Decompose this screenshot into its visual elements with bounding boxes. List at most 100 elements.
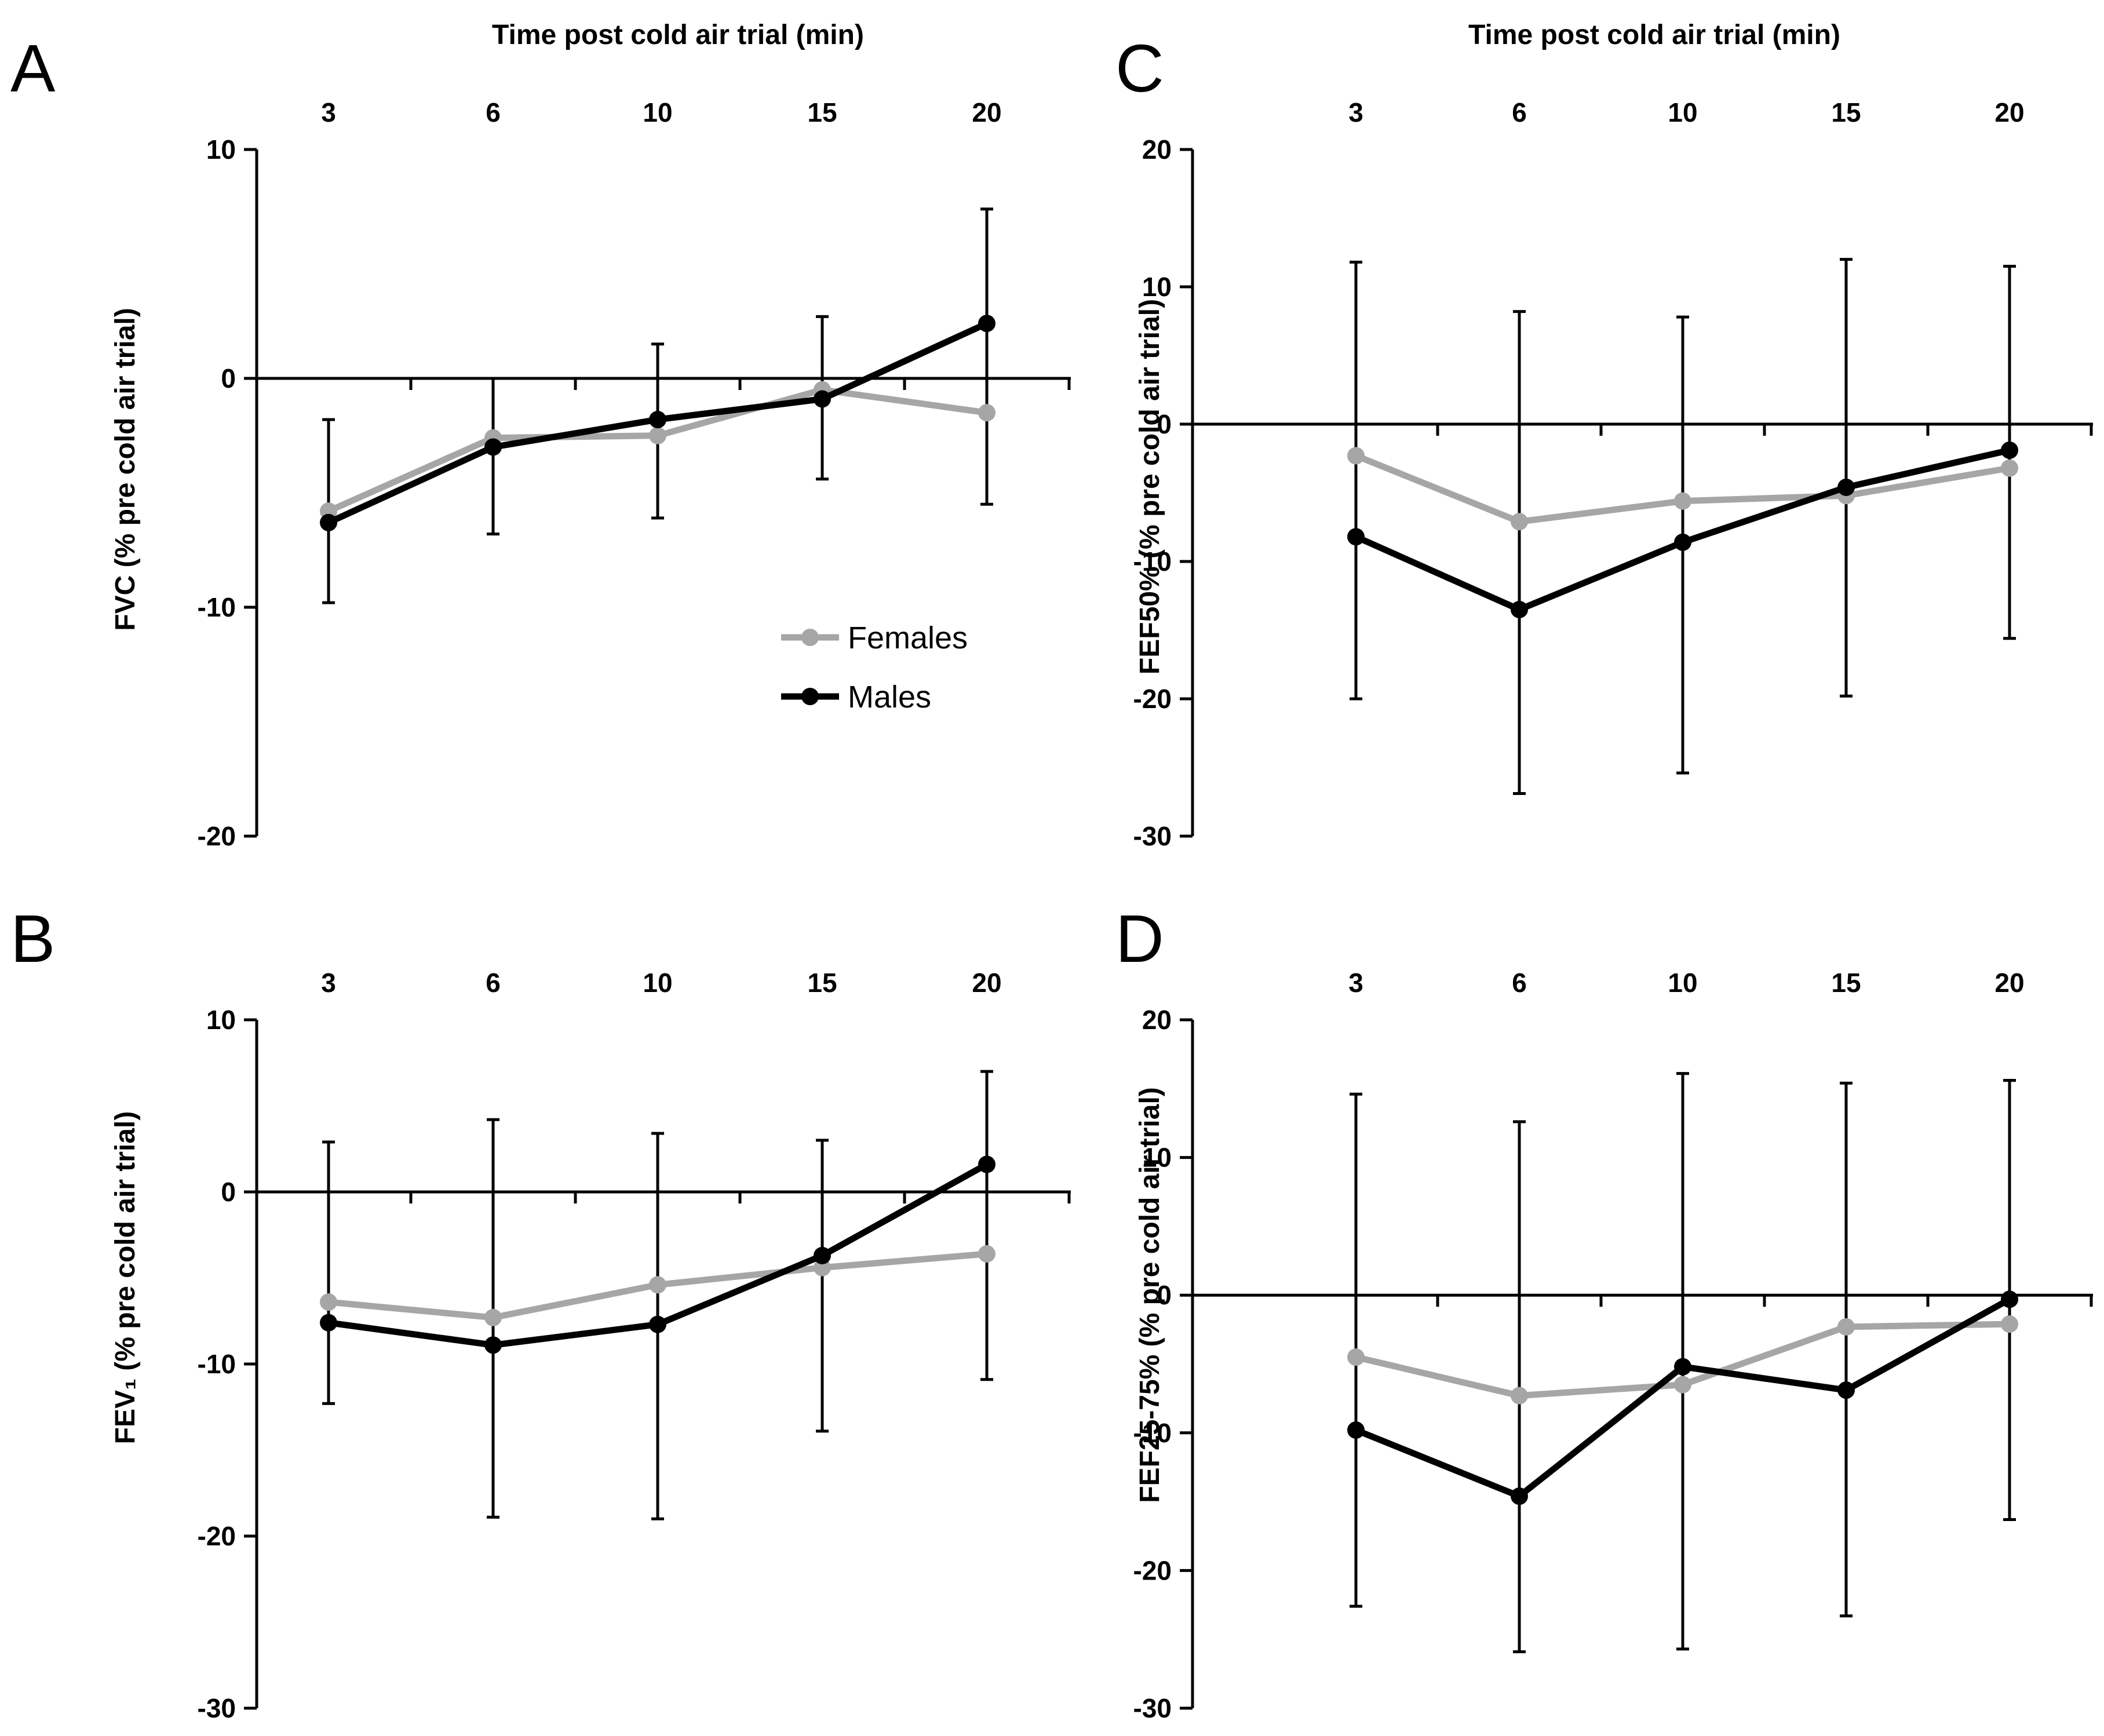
y-tick-label: 0 (1157, 1280, 1172, 1310)
legend-label-males: Males (848, 680, 931, 714)
data-point-males (1347, 1421, 1365, 1439)
x-tick-label: 15 (1831, 97, 1861, 127)
y-tick-label: 0 (1157, 409, 1172, 439)
x-tick-label: 6 (486, 968, 501, 998)
data-point-females (2001, 459, 2018, 477)
x-tick-label: 6 (486, 97, 501, 127)
legend-marker-males (801, 688, 819, 705)
y-axis-title-b: FEV₁ (% pre cold air trial) (110, 1111, 141, 1445)
y-tick-label: -20 (1133, 1555, 1172, 1585)
x-tick-label: 3 (321, 97, 336, 127)
panel-letter-c: C (1115, 31, 1164, 106)
y-tick-label: -20 (198, 1521, 236, 1551)
data-point-males (2001, 442, 2018, 459)
data-point-females (649, 1276, 666, 1294)
data-point-males (1511, 600, 1528, 618)
y-tick-label: 0 (221, 1177, 236, 1207)
data-point-females (2001, 1315, 2018, 1333)
x-tick-label: 10 (1668, 968, 1697, 998)
y-tick-label: 20 (1142, 134, 1172, 165)
x-tick-label: 20 (972, 968, 1001, 998)
x-tick-label: 6 (1512, 97, 1527, 127)
data-point-males (1837, 1381, 1855, 1399)
y-tick-label: -20 (1133, 684, 1172, 714)
legend-marker-females (801, 629, 819, 646)
plot-area-c: 20 10 0 -10 -20 -30 3 6 10 15 20 (1133, 97, 2093, 851)
x-tick-label: 10 (643, 97, 672, 127)
data-point-females (1347, 1348, 1365, 1366)
data-point-females (649, 426, 666, 444)
data-point-females (814, 1259, 831, 1277)
y-axis-title-a: FVC (% pre cold air trial) (110, 308, 141, 630)
legend-label-females: Females (848, 621, 968, 655)
data-point-males (649, 1315, 666, 1333)
x-tick-label: 6 (1512, 968, 1527, 998)
y-tick-label: 0 (221, 363, 236, 393)
x-tick-label: 20 (972, 97, 1001, 127)
data-point-males (2001, 1290, 2018, 1308)
data-point-males (978, 1155, 996, 1173)
y-tick-label: -10 (198, 592, 236, 622)
panel-letter-d: D (1115, 901, 1164, 976)
data-point-males (814, 390, 831, 408)
data-point-males (1674, 533, 1691, 551)
y-tick-label: -10 (1133, 546, 1172, 577)
data-point-females (978, 404, 996, 422)
data-point-males (1347, 528, 1365, 546)
data-point-females (320, 1293, 337, 1311)
y-tick-label: -30 (1133, 1693, 1172, 1723)
panel-b: B FEV₁ (% pre cold air trial) 10 0 -10 -20 -… (10, 901, 1071, 1723)
y-tick-label: 10 (206, 1005, 236, 1035)
data-point-males (320, 1314, 337, 1332)
data-point-females (1674, 1376, 1691, 1394)
panel-d: D FEF25-75% (% pre cold air trial) 20 10 0… (1115, 901, 2093, 1723)
panel-letter-b: B (10, 901, 55, 976)
data-point-females (1511, 1387, 1528, 1405)
data-point-females (978, 1245, 996, 1263)
x-tick-label: 15 (1831, 968, 1861, 998)
data-point-males (1674, 1358, 1691, 1376)
x-tick-label: 15 (807, 968, 837, 998)
plot-area-a: 10 0 -10 -20 3 6 10 15 20 (198, 97, 1071, 851)
panel-c: C Time post cold air trial (min) FEF50% … (1115, 20, 2093, 851)
data-point-males (1511, 1487, 1528, 1505)
y-tick-label: -10 (1133, 1418, 1172, 1448)
data-point-females (1837, 1318, 1855, 1336)
y-tick-label: -30 (198, 1693, 236, 1723)
plot-area-d: 20 10 0 -10 -20 -30 3 6 10 15 20 (1133, 968, 2093, 1723)
y-tick-label: 10 (206, 134, 236, 165)
top-axis-title-c: Time post cold air trial (min) (1468, 20, 1840, 50)
y-axis-title-c: FEF50% (% pre cold air trial) (1135, 299, 1165, 674)
data-point-males (484, 1336, 502, 1354)
data-point-males (484, 438, 502, 456)
data-point-females (1511, 513, 1528, 531)
data-point-males (978, 315, 996, 333)
top-axis-title-a: Time post cold air trial (min) (492, 20, 864, 50)
x-tick-label: 10 (643, 968, 672, 998)
x-tick-label: 20 (1994, 97, 2024, 127)
data-point-males (649, 411, 666, 429)
data-point-females (484, 1308, 502, 1326)
panel-letter-a: A (10, 31, 56, 106)
data-point-females (1674, 492, 1691, 510)
y-tick-label: -10 (198, 1349, 236, 1379)
y-tick-label: 10 (1142, 272, 1172, 302)
x-tick-label: 3 (321, 968, 336, 998)
y-axis-title-d: FEF25-75% (% pre cold air trial) (1135, 1087, 1165, 1503)
x-tick-label: 20 (1994, 968, 2024, 998)
y-tick-label: -20 (198, 821, 236, 851)
x-tick-label: 15 (807, 97, 837, 127)
y-tick-label: -30 (1133, 821, 1172, 851)
data-point-males (1837, 479, 1855, 497)
legend: Females Males (781, 621, 968, 714)
data-point-males (320, 513, 337, 531)
x-tick-label: 10 (1668, 97, 1697, 127)
data-point-males (814, 1246, 831, 1264)
y-tick-label: 10 (1142, 1143, 1172, 1173)
panel-a: A Time post cold air trial (min) FVC (% … (10, 20, 1071, 851)
plot-area-b: 10 0 -10 -20 -30 3 6 10 15 20 (198, 968, 1071, 1723)
x-tick-label: 3 (1348, 968, 1363, 998)
data-point-females (1347, 447, 1365, 465)
x-tick-label: 3 (1348, 97, 1363, 127)
